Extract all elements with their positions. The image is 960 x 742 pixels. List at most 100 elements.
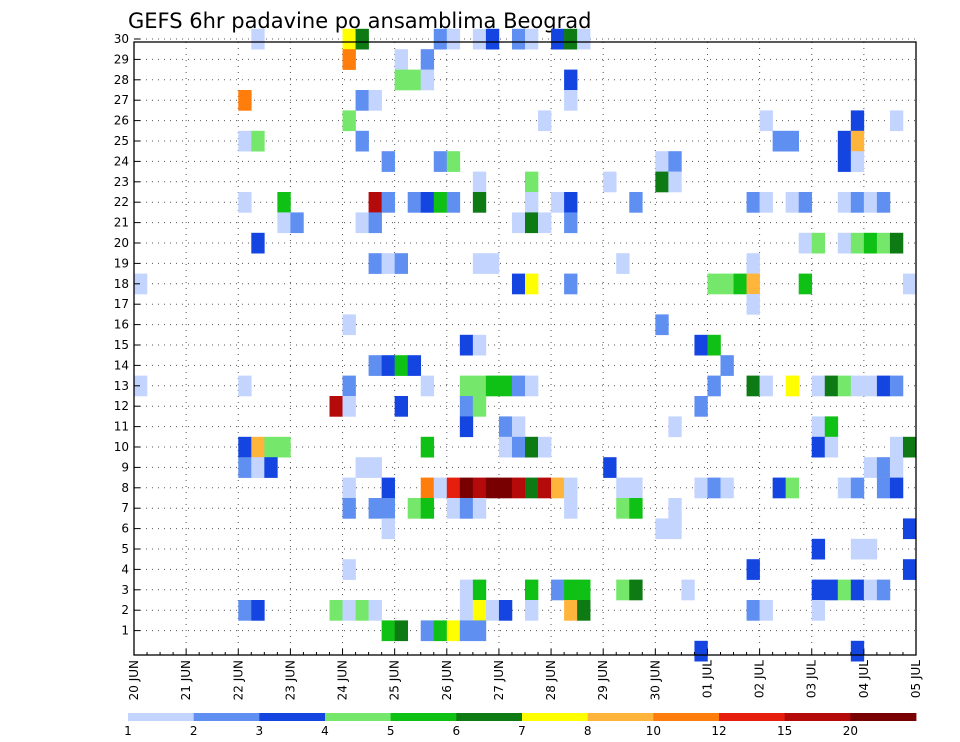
data-cell bbox=[238, 130, 252, 152]
data-cell bbox=[238, 600, 252, 621]
data-cell bbox=[551, 579, 565, 601]
data-cell bbox=[511, 375, 526, 397]
data-cell bbox=[472, 477, 487, 499]
y-tick-label: 24 bbox=[114, 154, 129, 168]
data-cell bbox=[368, 192, 382, 213]
data-cell bbox=[811, 600, 826, 621]
data-cell bbox=[264, 436, 278, 458]
data-cell bbox=[381, 253, 395, 274]
data-cell bbox=[863, 375, 878, 397]
data-cell bbox=[577, 579, 591, 601]
data-cell bbox=[525, 212, 539, 234]
data-cell bbox=[785, 477, 799, 499]
data-cell bbox=[511, 436, 526, 458]
legend-swatch bbox=[259, 713, 326, 721]
data-cell bbox=[472, 334, 487, 356]
data-cell bbox=[798, 192, 813, 213]
data-cell bbox=[863, 538, 878, 560]
data-cell bbox=[485, 253, 500, 274]
data-cell bbox=[668, 416, 682, 438]
data-cell bbox=[355, 28, 369, 50]
data-cell bbox=[902, 518, 917, 540]
legend-swatch bbox=[522, 713, 589, 721]
y-tick-label: 5 bbox=[121, 542, 129, 556]
data-cell bbox=[889, 457, 904, 478]
data-cell bbox=[889, 477, 904, 499]
data-cell bbox=[850, 538, 865, 560]
data-cell bbox=[134, 375, 148, 397]
data-cell bbox=[564, 69, 578, 91]
data-cell bbox=[577, 28, 591, 50]
data-cell bbox=[720, 273, 734, 295]
data-cell bbox=[525, 477, 539, 499]
data-cell bbox=[707, 375, 721, 397]
y-tick-label: 27 bbox=[114, 93, 129, 107]
data-cell bbox=[355, 457, 369, 478]
y-tick-label: 15 bbox=[114, 338, 129, 352]
data-cell bbox=[472, 375, 487, 397]
x-tick-label: 30 JUN bbox=[648, 660, 662, 700]
data-cell bbox=[694, 334, 708, 356]
data-cell bbox=[238, 90, 252, 111]
data-cell bbox=[420, 477, 435, 499]
x-tick-label: 28 JUN bbox=[544, 660, 558, 700]
data-cell bbox=[251, 28, 265, 50]
data-cell bbox=[420, 192, 435, 213]
legend-swatch bbox=[719, 713, 786, 721]
data-cell bbox=[564, 90, 578, 111]
data-cell bbox=[876, 457, 891, 478]
data-cell bbox=[746, 253, 760, 274]
data-cell bbox=[342, 396, 356, 417]
data-cell bbox=[746, 559, 760, 580]
data-cell bbox=[564, 273, 578, 295]
data-cell bbox=[902, 273, 917, 295]
data-cell bbox=[655, 171, 669, 193]
data-cell bbox=[446, 498, 461, 519]
data-cell bbox=[720, 477, 734, 499]
data-cell bbox=[655, 151, 669, 172]
data-cell bbox=[668, 151, 682, 172]
data-cell bbox=[824, 436, 839, 458]
data-cell bbox=[837, 477, 852, 499]
data-cell bbox=[694, 396, 708, 417]
data-cell bbox=[850, 110, 865, 132]
legend-label: 7 bbox=[518, 724, 526, 738]
y-tick-label: 10 bbox=[114, 440, 129, 454]
y-tick-label: 30 bbox=[114, 32, 129, 46]
data-cell bbox=[420, 498, 435, 519]
data-cell bbox=[564, 212, 578, 234]
x-tick-label: 02 JUL bbox=[753, 660, 767, 698]
data-cell bbox=[407, 498, 422, 519]
legend-label: 12 bbox=[711, 724, 726, 738]
data-cell bbox=[355, 90, 369, 111]
y-tick-label: 22 bbox=[114, 195, 129, 209]
data-cell bbox=[525, 28, 539, 50]
data-cell bbox=[134, 273, 148, 295]
y-tick-label: 12 bbox=[114, 399, 129, 413]
y-tick-label: 2 bbox=[121, 603, 129, 617]
legend-swatch bbox=[193, 713, 260, 721]
data-cell bbox=[342, 375, 356, 397]
data-cell bbox=[551, 477, 565, 499]
data-cell bbox=[472, 192, 487, 213]
data-cell bbox=[889, 436, 904, 458]
data-cell bbox=[342, 314, 356, 336]
data-cell bbox=[850, 477, 865, 499]
y-tick-label: 16 bbox=[114, 318, 129, 332]
data-cell bbox=[902, 559, 917, 580]
data-cell bbox=[785, 192, 799, 213]
data-cell bbox=[798, 273, 813, 295]
data-cell bbox=[394, 396, 408, 417]
data-cell bbox=[238, 375, 252, 397]
data-cell bbox=[251, 232, 265, 254]
data-cell bbox=[551, 28, 565, 50]
x-tick-label: 21 JUN bbox=[179, 660, 193, 700]
y-tick-label: 9 bbox=[121, 460, 129, 474]
data-cell bbox=[824, 375, 839, 397]
data-cell bbox=[746, 375, 760, 397]
data-cell bbox=[733, 273, 747, 295]
data-cell bbox=[511, 28, 526, 50]
data-cell bbox=[472, 620, 487, 642]
legend-label: 4 bbox=[321, 724, 329, 738]
